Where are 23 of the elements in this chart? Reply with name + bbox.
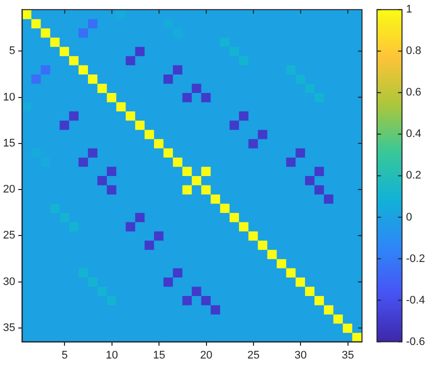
y-tick-label: 25: [2, 230, 16, 242]
x-tick-label: 30: [294, 349, 307, 362]
color-bar-label: 0.6: [406, 86, 422, 99]
y-tick-label: 35: [2, 322, 16, 334]
y-tick-label: 10: [2, 91, 16, 104]
x-tick-label: 15: [152, 349, 166, 362]
color-bar-label: -0.2: [406, 252, 425, 265]
y-tick-label: 30: [2, 276, 16, 288]
color-bar-label: 0.4: [406, 128, 422, 140]
color-bar-label: 1: [406, 4, 412, 16]
y-tick-label: 20: [2, 184, 16, 196]
y-tick-label: 5: [9, 45, 16, 58]
x-tick-label: 35: [342, 349, 354, 362]
color-bar-label: 0.2: [406, 170, 422, 182]
x-tick-label: 5: [62, 349, 68, 362]
color-bar-label: -0.6: [406, 336, 425, 348]
x-tick-label: 10: [106, 349, 118, 362]
y-tick-label: 15: [2, 137, 16, 150]
color-bar-label: -0.4: [406, 294, 425, 306]
x-tick-label: 25: [247, 349, 260, 362]
color-bar-label: 0: [406, 211, 412, 224]
color-bar-label: 0.8: [406, 45, 422, 58]
x-tick-label: 20: [200, 349, 212, 362]
